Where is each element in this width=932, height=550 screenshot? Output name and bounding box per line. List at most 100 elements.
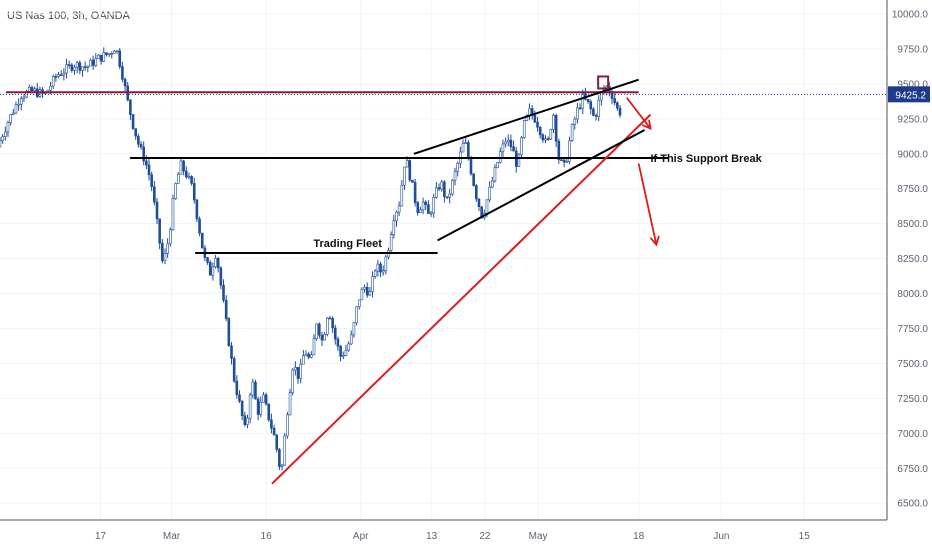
trend-line [271, 113, 652, 485]
candle-body [174, 183, 177, 199]
candle-body [272, 427, 276, 436]
candle-body [182, 160, 185, 172]
candle-body [224, 299, 228, 319]
candle-body [78, 62, 82, 71]
candle-body [467, 142, 470, 159]
candle-body [262, 394, 265, 403]
y-tick-label: 6500.0 [897, 499, 928, 510]
candle-body [326, 317, 329, 335]
candle-body [349, 334, 353, 345]
candle-body [381, 270, 385, 273]
time-axis[interactable]: 17 Mar 16 Apr 13 22 May 18 Jun 15 [95, 531, 810, 542]
candle-body [243, 415, 247, 425]
candle-body [592, 108, 595, 116]
candle-body [105, 52, 108, 56]
candle-body [219, 267, 223, 286]
candle-body [171, 198, 175, 231]
candle-body [94, 58, 98, 66]
candle-body [115, 50, 119, 53]
y-tick-label: 9000.0 [897, 149, 928, 160]
candle-body [129, 99, 132, 115]
candle-body [371, 276, 374, 292]
candle-body [395, 211, 398, 222]
annotations: Trading Fleet If This Support Break [313, 153, 762, 250]
candle-body [533, 114, 537, 123]
candle-body [445, 196, 449, 199]
candle-body [113, 50, 116, 54]
candle-body [360, 288, 364, 301]
candle-body [469, 157, 473, 175]
candle-body [62, 72, 66, 76]
candle-body [573, 118, 577, 125]
candle-body [155, 201, 159, 220]
candle-body [256, 398, 260, 415]
x-tick-label: 16 [261, 531, 273, 542]
candle-body [586, 98, 590, 102]
x-tick-label: May [529, 531, 548, 542]
candle-body [89, 59, 92, 67]
candle-body [538, 126, 542, 136]
price-tag-bg [888, 86, 930, 103]
candle-body [97, 54, 100, 59]
candle-body [488, 186, 491, 201]
candle-body [427, 204, 430, 214]
candle-body [613, 98, 616, 104]
candle-body [323, 333, 326, 341]
candle-body [397, 205, 401, 213]
candle-body [389, 234, 393, 251]
candle-body [589, 101, 593, 110]
candle-body [310, 354, 313, 358]
candle-body [166, 243, 169, 254]
candle-body [288, 392, 292, 416]
price-axis[interactable]: 6500.0 6750.0 7000.0 7250.0 7500.0 7750.0 8000… [892, 9, 929, 509]
candle-body [312, 338, 316, 356]
candle-body [411, 179, 414, 183]
candle-body [581, 93, 585, 109]
y-tick-label: 6750.0 [897, 464, 928, 475]
candle-body [190, 176, 193, 184]
candle-body [373, 270, 377, 277]
candle-body [278, 449, 281, 467]
candle-body [485, 199, 489, 214]
candle-body [275, 434, 279, 450]
candle-body [110, 53, 114, 55]
candle-body [280, 464, 284, 467]
candle-body [195, 199, 199, 220]
candle-body [99, 54, 103, 62]
candle-body [75, 62, 79, 68]
candle-body [73, 66, 76, 71]
candle-body [131, 114, 135, 129]
current-price-tag: 9425.2 [888, 86, 930, 103]
candle-body [365, 286, 369, 296]
candle-body [65, 64, 68, 74]
candle-body [597, 99, 601, 117]
y-tick-label: 8750.0 [897, 184, 928, 195]
y-tick-label: 10000.0 [892, 9, 929, 20]
y-tick-label: 7500.0 [897, 359, 928, 370]
candle-body [528, 108, 531, 116]
candle-body [419, 209, 422, 214]
candle-body [222, 284, 225, 301]
candle-body [333, 327, 337, 340]
x-tick-label: Apr [353, 531, 369, 542]
candle-body [291, 369, 295, 394]
candle-body [344, 349, 348, 356]
candle-body [232, 358, 236, 382]
candle-body [448, 193, 452, 198]
candle-body [184, 170, 188, 178]
y-tick-label: 9250.0 [897, 114, 928, 125]
candle-body [477, 198, 481, 208]
candle-body [30, 87, 34, 92]
candle-body [59, 74, 63, 76]
arrow-head [641, 119, 652, 131]
arrow-shaft [637, 163, 658, 245]
candle-body [57, 74, 60, 77]
candle-body [616, 102, 619, 109]
candle-body [549, 129, 553, 140]
candle-body [27, 87, 31, 92]
y-tick-label: 7750.0 [897, 324, 928, 335]
candle-body [153, 186, 156, 203]
candle-body [123, 79, 127, 87]
arrow-head [649, 235, 660, 247]
